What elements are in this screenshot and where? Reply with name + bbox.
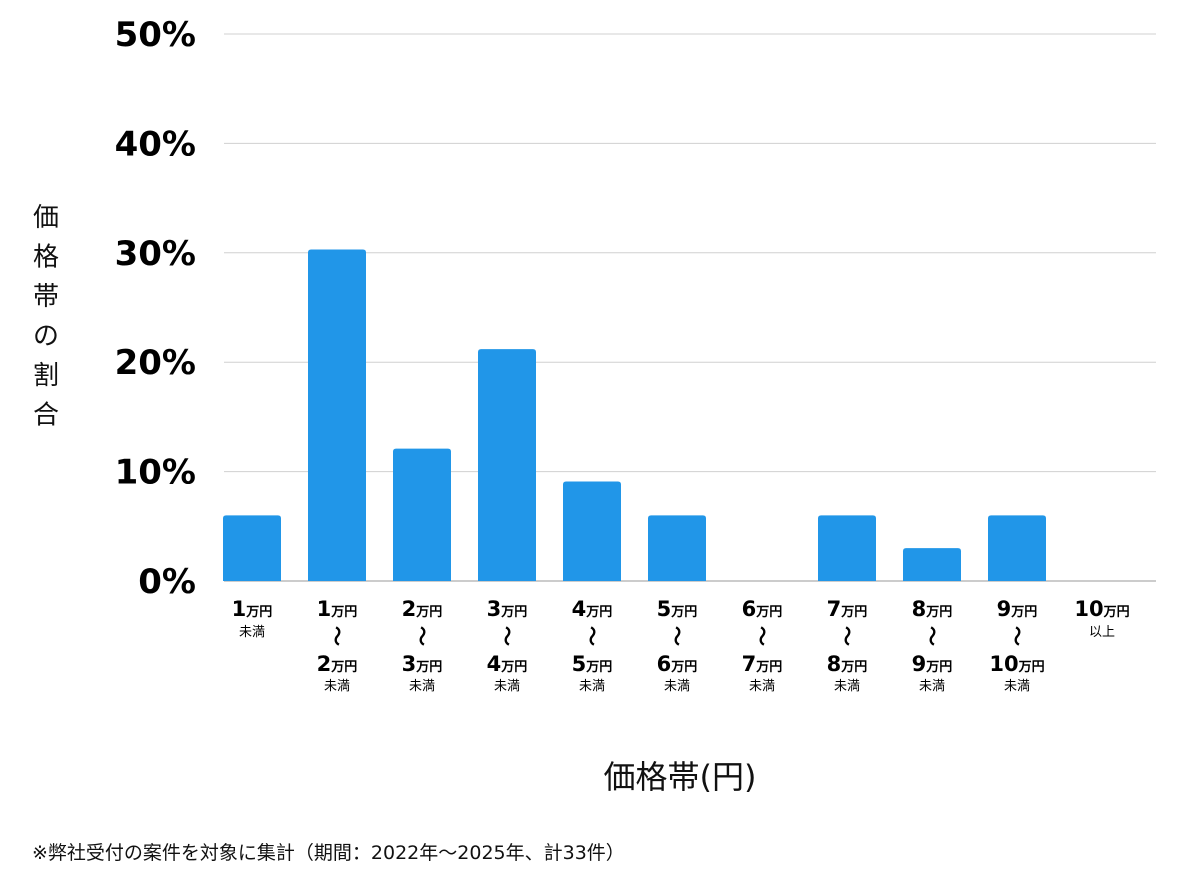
x-axis-categories: 1万円未満1万円〜2万円未満2万円〜3万円未満3万円〜4万円未満4万円〜5万円未… (232, 597, 1130, 694)
category-note: 未満 (749, 679, 775, 694)
y-tick-label: 40% (115, 124, 196, 164)
category-top: 1万円 (317, 597, 358, 621)
category-top: 6万円 (742, 597, 783, 621)
y-tick-label: 20% (115, 343, 196, 383)
y-axis-label-char: 合 (33, 401, 59, 431)
bar (393, 448, 451, 581)
category-range-mark: 〜 (495, 626, 519, 646)
y-axis-ticks: 0% 10% 20% 30% 40% 50% (115, 15, 196, 602)
category-note: 未満 (834, 679, 860, 694)
category-top: 3万円 (487, 597, 528, 621)
bar (903, 548, 961, 581)
y-axis-label-char: 価 (33, 203, 59, 233)
y-axis-label-char: 帯 (33, 282, 59, 312)
category-bottom: 2万円 (317, 652, 358, 676)
category-range-mark: 〜 (410, 626, 434, 646)
y-tick-label: 0% (138, 562, 196, 602)
category-top: 8万円 (912, 597, 953, 621)
category-bottom: 9万円 (912, 652, 953, 676)
bar (648, 515, 706, 581)
category-range-mark: 〜 (750, 626, 774, 646)
category-bottom: 10万円 (989, 652, 1044, 676)
category-range-mark: 〜 (835, 626, 859, 646)
y-tick-label: 50% (115, 15, 196, 55)
bar (223, 515, 281, 581)
category-bottom: 5万円 (572, 652, 613, 676)
category-note: 未満 (664, 679, 690, 694)
category-range-mark: 〜 (325, 626, 349, 646)
category-top: 10万円 (1074, 597, 1129, 621)
category-note: 未満 (324, 679, 350, 694)
category-range-mark: 〜 (665, 626, 689, 646)
bars (223, 249, 1046, 581)
category-bottom: 7万円 (742, 652, 783, 676)
category-top: 9万円 (997, 597, 1038, 621)
category-bottom: 6万円 (657, 652, 698, 676)
bar (308, 249, 366, 581)
category-bottom: 8万円 (827, 652, 868, 676)
category-top: 2万円 (402, 597, 443, 621)
category-note: 未満 (1004, 679, 1030, 694)
category-bottom: 3万円 (402, 652, 443, 676)
category-top: 7万円 (827, 597, 868, 621)
bar (988, 515, 1046, 581)
category-note: 未満 (579, 679, 605, 694)
category-top: 1万円 (232, 597, 273, 621)
x-axis-label: 価格帯(円) (604, 758, 757, 796)
category-range-mark: 〜 (920, 626, 944, 646)
category-note: 未満 (919, 679, 945, 694)
category-range-mark: 〜 (580, 626, 604, 646)
bar-chart: 0%10%20%30%40%50% 1万円未満1万円〜2万円未満2万円〜3万円未… (33, 15, 1156, 796)
y-tick-label: 30% (115, 234, 196, 274)
category-range-mark: 〜 (1005, 626, 1029, 646)
y-axis-label-char: 割 (33, 361, 59, 391)
bar (563, 481, 621, 581)
category-note: 未満 (409, 679, 435, 694)
y-axis-label-char: の (33, 322, 59, 352)
category-top: 5万円 (657, 597, 698, 621)
category-top: 4万円 (572, 597, 613, 621)
bar (478, 349, 536, 581)
category-bottom: 4万円 (487, 652, 528, 676)
category-note: 未満 (239, 625, 265, 640)
category-note: 未満 (494, 679, 520, 694)
footnote: ※弊社受付の案件を対象に集計（期間：2022年〜2025年、計33件） (32, 842, 625, 864)
y-tick-label: 10% (115, 453, 196, 493)
y-axis-label-char: 格 (33, 243, 59, 273)
category-note: 以上 (1089, 625, 1115, 640)
bar (818, 515, 876, 581)
